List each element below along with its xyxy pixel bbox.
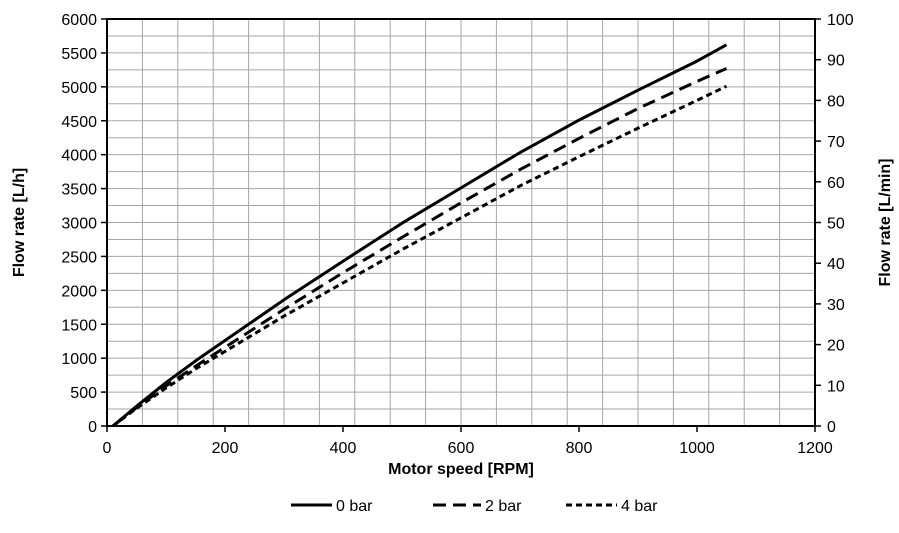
y-tick-label: 0 xyxy=(88,419,97,436)
y-axis-title: Flow rate [L/h] xyxy=(11,168,28,277)
y-tick-label: 4500 xyxy=(61,114,97,131)
y2-tick-label: 70 xyxy=(827,134,845,151)
x-tick-label: 600 xyxy=(448,440,475,457)
x-tick-label: 200 xyxy=(212,440,239,457)
y2-tick-label: 20 xyxy=(827,338,845,355)
y-tick-label: 5500 xyxy=(61,46,97,63)
y-tick-label: 500 xyxy=(70,385,97,402)
x-tick-label: 400 xyxy=(330,440,357,457)
x-tick-label: 0 xyxy=(103,440,112,457)
legend-label-2-bar: 2 bar xyxy=(485,498,522,515)
legend-label-4-bar: 4 bar xyxy=(621,498,658,515)
series-line-2-bar xyxy=(113,69,727,427)
y-tick-label: 5000 xyxy=(61,80,97,97)
y-tick-label: 3000 xyxy=(61,216,97,233)
y-axis-ticks: 0 500 1000 1500 2000 2500 3000 3500 4000 4500 5000… xyxy=(61,12,107,436)
x-axis-title: Motor speed [RPM] xyxy=(388,461,534,478)
y2-axis-ticks: 0 10 20 30 40 50 60 70 80 90 100 xyxy=(815,12,854,436)
y-tick-label: 2000 xyxy=(61,283,97,300)
y2-tick-label: 40 xyxy=(827,256,845,273)
y2-axis-title: Flow rate [L/min] xyxy=(877,159,894,287)
y2-tick-label: 50 xyxy=(827,216,845,233)
series-layer xyxy=(113,45,727,426)
y2-tick-label: 100 xyxy=(827,12,854,29)
y-tick-label: 2500 xyxy=(61,249,97,266)
y2-tick-label: 0 xyxy=(827,419,836,436)
y2-tick-label: 60 xyxy=(827,175,845,192)
x-axis-ticks: 0 200 400 600 800 1000 1200 xyxy=(103,426,833,457)
x-tick-label: 1200 xyxy=(797,440,833,457)
y2-tick-label: 30 xyxy=(827,297,845,314)
y-tick-label: 4000 xyxy=(61,148,97,165)
legend: 0 bar 2 bar 4 bar xyxy=(291,498,658,515)
y2-tick-label: 80 xyxy=(827,93,845,110)
grid xyxy=(107,19,815,426)
y2-tick-label: 90 xyxy=(827,53,845,70)
series-line-0-bar xyxy=(113,45,727,426)
y-tick-label: 1000 xyxy=(61,351,97,368)
x-tick-label: 1000 xyxy=(679,440,715,457)
y-tick-label: 6000 xyxy=(61,12,97,29)
legend-label-0-bar: 0 bar xyxy=(336,498,373,515)
y-tick-label: 1500 xyxy=(61,317,97,334)
y-tick-label: 3500 xyxy=(61,182,97,199)
x-tick-label: 800 xyxy=(566,440,593,457)
y2-tick-label: 10 xyxy=(827,378,845,395)
